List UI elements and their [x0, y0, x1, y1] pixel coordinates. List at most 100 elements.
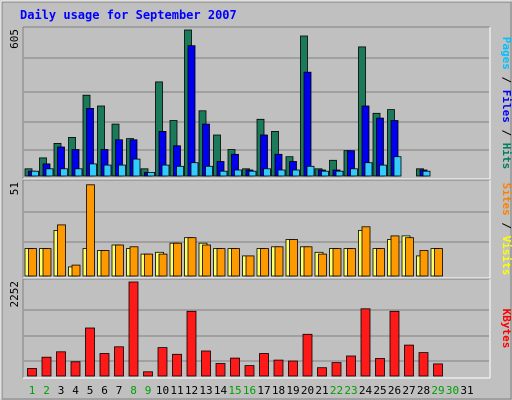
bar-pages-day-21 — [321, 170, 329, 177]
x-tick-label-day-18: 18 — [272, 384, 285, 397]
bar-kbytes-day-24 — [360, 308, 371, 377]
bar-kbytes-day-15 — [230, 357, 240, 377]
axis-label-part: Hits — [500, 143, 512, 170]
x-tick-label-day-2: 2 — [43, 384, 50, 397]
panel-top: 605 Pages / Files / Hits — [8, 26, 512, 180]
x-tick-label-day-26: 26 — [388, 384, 401, 397]
bar-sites-day-8 — [129, 246, 139, 277]
bar-sites-day-16 — [245, 255, 255, 277]
bar-pages-day-17 — [263, 168, 271, 177]
bar-sites-day-23 — [347, 248, 356, 277]
bar-sites-day-5 — [86, 184, 95, 277]
bar-pages-day-1 — [31, 170, 39, 177]
x-tick-label-day-17: 17 — [257, 384, 270, 397]
axis-label-part: Visits — [500, 236, 512, 276]
bar-sites-day-27 — [405, 237, 414, 277]
bar-sites-day-24 — [361, 226, 371, 277]
bar-sites-day-2 — [42, 248, 52, 277]
bar-kbytes-day-12 — [186, 310, 197, 377]
bar-pages-day-8 — [132, 158, 141, 177]
bar-sites-day-29 — [434, 248, 443, 277]
bar-sites-day-12 — [187, 237, 197, 277]
bar-pages-day-13 — [205, 165, 213, 177]
bar-sites-day-9 — [144, 253, 153, 277]
bar-sites-day-1 — [28, 248, 37, 277]
bar-kbytes-day-22 — [331, 362, 342, 377]
x-tick-label-day-3: 3 — [58, 384, 65, 397]
series-kbytes — [27, 281, 443, 377]
bar-pages-day-16 — [248, 170, 257, 177]
x-tick-label-day-29: 29 — [431, 384, 444, 397]
bar-pages-day-7 — [118, 164, 126, 177]
bar-pages-day-3 — [60, 168, 68, 177]
x-tick-label-day-20: 20 — [301, 384, 314, 397]
bar-kbytes-day-5 — [85, 327, 95, 377]
x-tick-label-day-21: 21 — [315, 384, 328, 397]
bar-sites-day-15 — [231, 248, 240, 277]
x-tick-label-day-7: 7 — [116, 384, 123, 397]
bar-pages-day-9 — [147, 171, 155, 177]
bar-pages-day-5 — [89, 163, 97, 177]
bar-pages-day-25 — [379, 164, 387, 177]
bar-kbytes-day-29 — [433, 363, 443, 377]
bar-sites-day-7 — [115, 244, 124, 277]
x-tick-label-day-9: 9 — [145, 384, 152, 397]
bar-pages-day-20 — [306, 165, 315, 177]
bar-kbytes-day-17 — [259, 353, 269, 377]
bar-kbytes-day-20 — [302, 333, 313, 377]
bar-kbytes-day-16 — [244, 365, 255, 377]
bar-pages-day-6 — [103, 164, 112, 177]
bar-kbytes-day-13 — [201, 350, 211, 377]
x-tick-label-day-15: 15 — [228, 384, 241, 397]
bar-sites-day-19 — [289, 239, 298, 277]
bar-kbytes-day-8 — [128, 281, 139, 377]
bar-kbytes-day-27 — [404, 344, 414, 377]
x-tick-label-day-12: 12 — [185, 384, 198, 397]
axis-label-part: KBytes — [500, 309, 512, 349]
bar-kbytes-day-23 — [346, 355, 356, 377]
bar-files-day-12 — [187, 45, 196, 177]
bar-kbytes-day-26 — [389, 310, 400, 377]
x-tick-label-day-25: 25 — [373, 384, 386, 397]
bar-kbytes-day-2 — [41, 356, 52, 377]
x-tick-label-day-1: 1 — [29, 384, 36, 397]
bar-sites-day-13 — [202, 244, 211, 277]
bar-sites-day-21 — [318, 253, 327, 277]
bar-kbytes-day-14 — [215, 363, 226, 377]
x-tick-label-day-11: 11 — [170, 384, 183, 397]
x-tick-label-day-27: 27 — [402, 384, 415, 397]
series-pages — [31, 156, 431, 177]
x-tick-label-day-6: 6 — [101, 384, 108, 397]
bar-kbytes-day-9 — [143, 371, 153, 377]
bar-sites-day-4 — [71, 264, 81, 277]
bar-pages-day-19 — [292, 169, 300, 177]
axis-label-part: / — [500, 123, 512, 143]
bar-sites-day-6 — [100, 250, 110, 277]
bar-kbytes-day-11 — [172, 353, 182, 377]
panel-axis-label: Sites / Visits — [500, 183, 512, 276]
bar-kbytes-day-10 — [157, 347, 168, 377]
x-tick-label-day-8: 8 — [130, 384, 137, 397]
bar-kbytes-day-19 — [288, 360, 298, 377]
panel-axis-label: Pages / Files / Hits — [500, 37, 512, 170]
x-tick-label-day-5: 5 — [87, 384, 94, 397]
bar-kbytes-day-7 — [114, 346, 124, 377]
axis-label-part: / — [500, 70, 512, 90]
bar-pages-day-26 — [393, 156, 402, 177]
axis-label-part: Files — [500, 90, 512, 123]
bar-pages-day-15 — [234, 169, 242, 177]
bar-sites-day-28 — [419, 250, 429, 277]
bar-kbytes-day-21 — [317, 367, 327, 377]
bar-pages-day-18 — [277, 169, 286, 177]
bar-pages-day-4 — [74, 168, 83, 177]
bar-pages-day-10 — [161, 164, 170, 177]
panel-max-label: 51 — [8, 182, 21, 195]
bar-kbytes-day-3 — [56, 351, 66, 377]
bar-kbytes-day-6 — [99, 353, 110, 377]
x-tick-label-day-13: 13 — [199, 384, 212, 397]
panel-axis-label: KBytes — [500, 309, 512, 349]
x-tick-label-day-30: 30 — [446, 384, 459, 397]
bar-sites-day-14 — [216, 248, 226, 277]
